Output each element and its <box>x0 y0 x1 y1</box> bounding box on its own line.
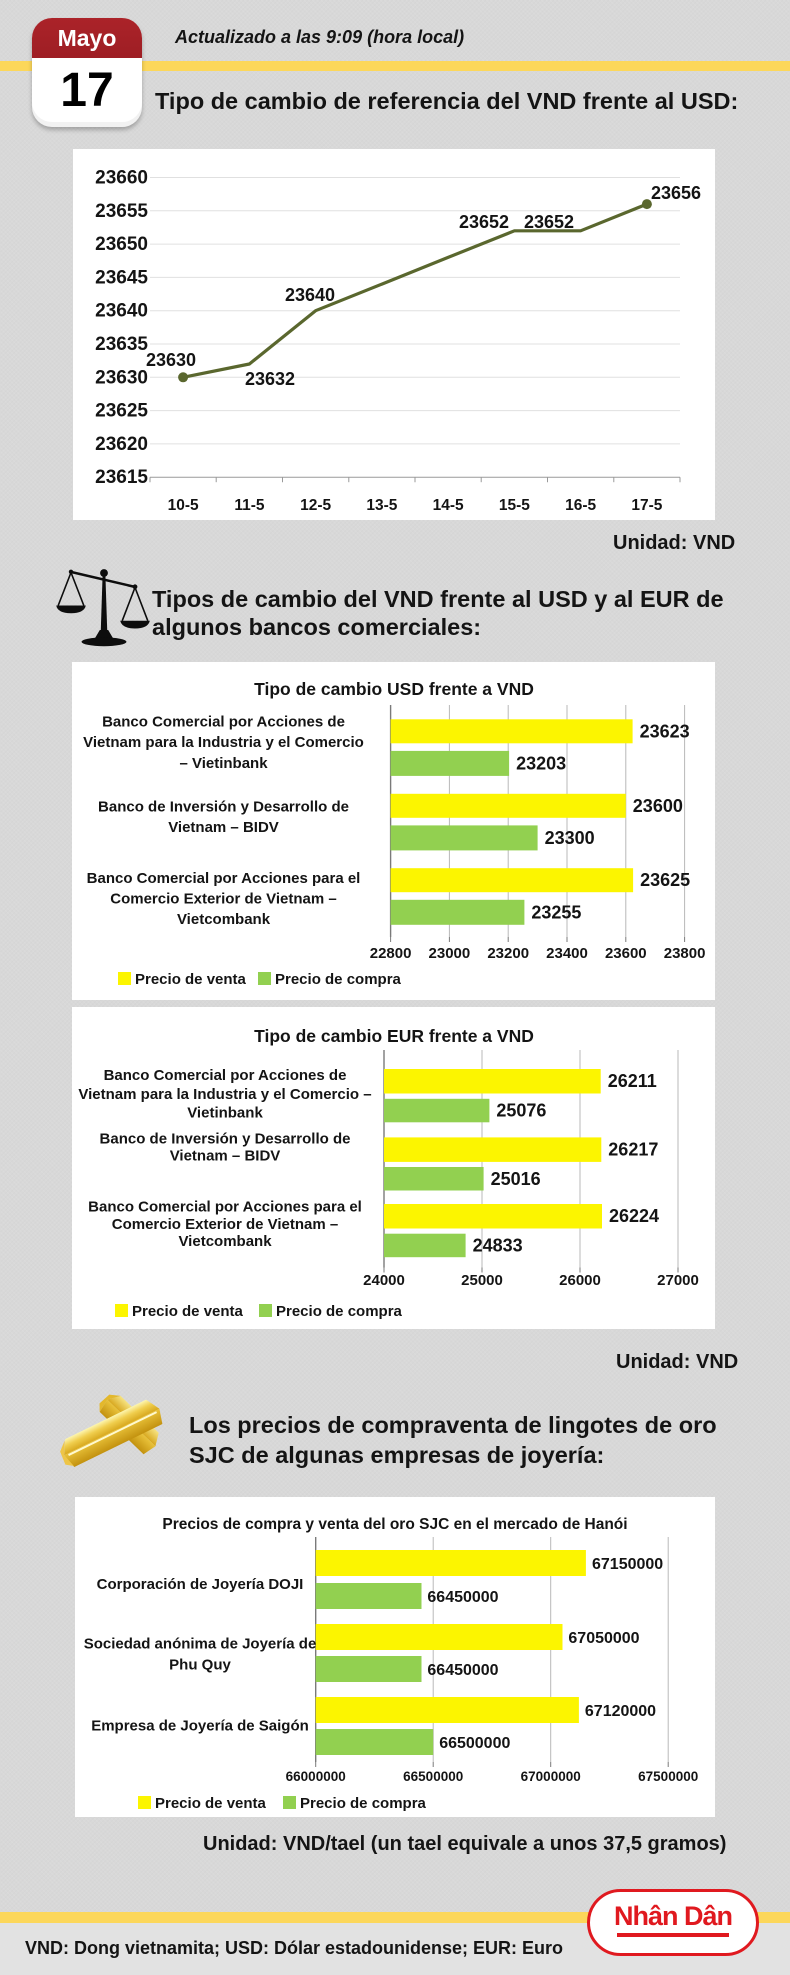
svg-text:Banco Comercial por Acciones p: Banco Comercial por Acciones para el <box>87 870 361 887</box>
svg-text:Vietnam – BIDV: Vietnam – BIDV <box>168 819 279 836</box>
svg-text:Tipo de cambio EUR frente a VN: Tipo de cambio EUR frente a VND <box>254 1026 534 1046</box>
svg-text:23600: 23600 <box>605 945 647 962</box>
svg-text:10-5: 10-5 <box>168 497 199 514</box>
svg-text:Empresa de Joyería de Saigón: Empresa de Joyería de Saigón <box>91 1718 309 1735</box>
svg-text:Banco Comercial por Acciones d: Banco Comercial por Acciones de <box>104 1067 347 1084</box>
svg-text:23652: 23652 <box>524 212 574 232</box>
svg-text:12-5: 12-5 <box>300 497 331 514</box>
svg-text:25000: 25000 <box>461 1272 503 1289</box>
svg-text:66450000: 66450000 <box>427 1662 498 1679</box>
svg-text:23650: 23650 <box>95 234 148 255</box>
svg-text:22800: 22800 <box>370 945 412 962</box>
svg-text:26000: 26000 <box>559 1272 601 1289</box>
svg-text:67000000: 67000000 <box>521 1769 581 1784</box>
svg-text:14-5: 14-5 <box>433 497 464 514</box>
svg-text:23615: 23615 <box>95 467 148 488</box>
svg-text:Sociedad anónima de Joyería de: Sociedad anónima de Joyería de <box>84 1636 317 1653</box>
svg-text:Tipo de cambio USD frente a VN: Tipo de cambio USD frente a VND <box>254 679 534 699</box>
svg-text:67120000: 67120000 <box>585 1703 656 1720</box>
svg-text:67150000: 67150000 <box>592 1556 663 1573</box>
svg-text:Precio de compra: Precio de compra <box>300 1795 427 1812</box>
svg-text:Vietcombank: Vietcombank <box>177 911 271 928</box>
svg-text:Vietcombank: Vietcombank <box>178 1233 272 1250</box>
svg-text:23640: 23640 <box>95 301 148 322</box>
svg-text:66450000: 66450000 <box>427 1589 498 1606</box>
svg-text:23640: 23640 <box>285 285 335 305</box>
svg-text:23645: 23645 <box>95 267 148 288</box>
svg-text:Precio de compra: Precio de compra <box>276 1303 403 1320</box>
svg-text:23655: 23655 <box>95 201 148 222</box>
svg-text:17-5: 17-5 <box>631 497 662 514</box>
svg-text:25016: 25016 <box>491 1169 541 1189</box>
svg-text:Vietnam para la Industria y el: Vietnam para la Industria y el Comercio <box>83 734 364 751</box>
svg-text:Phu Quy: Phu Quy <box>169 1657 231 1674</box>
svg-text:23200: 23200 <box>487 945 529 962</box>
svg-text:26224: 26224 <box>609 1206 659 1226</box>
svg-text:Vietnam – BIDV: Vietnam – BIDV <box>170 1148 281 1165</box>
svg-text:23632: 23632 <box>245 369 295 389</box>
svg-text:26217: 26217 <box>608 1140 658 1160</box>
svg-text:23400: 23400 <box>546 945 588 962</box>
svg-text:23656: 23656 <box>651 183 701 203</box>
svg-text:Banco de Inversión y Desarroll: Banco de Inversión y Desarrollo de <box>100 1130 351 1147</box>
svg-text:13-5: 13-5 <box>366 497 397 514</box>
svg-text:Precio de venta: Precio de venta <box>135 971 247 988</box>
svg-text:66000000: 66000000 <box>286 1769 346 1784</box>
svg-text:Banco de Inversión y Desarroll: Banco de Inversión y Desarrollo de <box>98 798 349 815</box>
svg-text:23625: 23625 <box>640 870 690 890</box>
svg-text:Corporación de Joyería DOJI: Corporación de Joyería DOJI <box>97 1576 304 1593</box>
svg-text:23630: 23630 <box>146 350 196 370</box>
svg-text:Precio de venta: Precio de venta <box>132 1303 244 1320</box>
svg-text:23255: 23255 <box>531 902 581 922</box>
svg-text:Comercio Exterior de Vietnam –: Comercio Exterior de Vietnam – <box>112 1216 338 1233</box>
svg-text:Vietnam para la Industria y el: Vietnam para la Industria y el Comercio … <box>78 1086 371 1103</box>
svg-text:23635: 23635 <box>95 334 148 355</box>
svg-text:– Vietinbank: – Vietinbank <box>179 755 268 772</box>
svg-text:23623: 23623 <box>640 721 690 741</box>
svg-text:Banco Comercial por Acciones d: Banco Comercial por Acciones de <box>102 714 345 731</box>
svg-text:15-5: 15-5 <box>499 497 530 514</box>
svg-text:25076: 25076 <box>496 1101 546 1121</box>
svg-text:24000: 24000 <box>363 1272 405 1289</box>
svg-text:Vietinbank: Vietinbank <box>187 1105 263 1122</box>
svg-text:Precio de venta: Precio de venta <box>155 1795 267 1812</box>
svg-text:67500000: 67500000 <box>638 1769 698 1784</box>
svg-text:Comercio Exterior de Vietnam –: Comercio Exterior de Vietnam – <box>110 891 336 908</box>
svg-text:23652: 23652 <box>459 212 509 232</box>
svg-text:11-5: 11-5 <box>234 497 265 514</box>
svg-text:23620: 23620 <box>95 434 148 455</box>
svg-text:Banco Comercial por Acciones p: Banco Comercial por Acciones para el <box>88 1199 362 1216</box>
svg-text:24833: 24833 <box>473 1235 523 1255</box>
svg-text:23300: 23300 <box>545 828 595 848</box>
svg-text:27000: 27000 <box>657 1272 699 1289</box>
svg-text:67050000: 67050000 <box>568 1630 639 1647</box>
svg-text:26211: 26211 <box>608 1071 657 1091</box>
svg-text:23630: 23630 <box>95 367 148 388</box>
svg-text:Precios de compra y venta del: Precios de compra y venta del oro SJC en… <box>162 1516 627 1533</box>
svg-text:66500000: 66500000 <box>403 1769 463 1784</box>
svg-text:16-5: 16-5 <box>565 497 596 514</box>
svg-text:66500000: 66500000 <box>439 1735 510 1752</box>
svg-text:Precio de compra: Precio de compra <box>275 971 402 988</box>
svg-text:23660: 23660 <box>95 168 148 189</box>
svg-text:23625: 23625 <box>95 401 148 422</box>
svg-text:23600: 23600 <box>633 796 683 816</box>
svg-text:23000: 23000 <box>429 945 471 962</box>
svg-text:23203: 23203 <box>516 753 566 773</box>
svg-text:23800: 23800 <box>664 945 706 962</box>
